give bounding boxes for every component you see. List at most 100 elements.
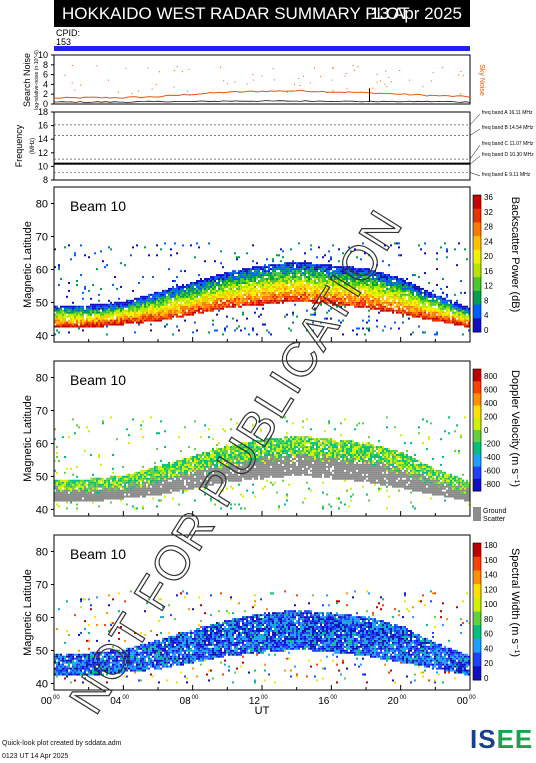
power-colorbar-segment	[473, 195, 481, 210]
noise-ylabel-sub: log-relative-noise (n·10^-6)	[34, 50, 40, 110]
velocity-colorbar-tick: -200	[484, 440, 501, 449]
power-colorbar-label: Backscatter Power (dB)	[509, 197, 521, 313]
power-colorbar-tick: 4	[484, 311, 489, 320]
noise-dot	[345, 73, 347, 75]
noise-dot	[173, 70, 175, 72]
velocity-ytick-label: 50	[36, 471, 48, 483]
velocity-beam-label: Beam 10	[70, 372, 126, 388]
velocity-colorbar-segment	[473, 405, 481, 419]
cpid-bar	[54, 46, 470, 51]
noise-dot	[189, 94, 191, 96]
xtick-label-minutes: 00	[192, 695, 199, 701]
power-ytick-label: 70	[36, 231, 48, 243]
plot-date: 13 Apr 2025	[370, 4, 462, 23]
freq-band-pointer	[469, 144, 481, 160]
noise-dot	[272, 68, 274, 70]
width-ytick-label: 80	[36, 546, 48, 558]
noise-dot	[181, 71, 183, 73]
power-colorbar-segment	[473, 208, 481, 223]
noise-dot	[188, 68, 190, 70]
width-colorbar-tick: 40	[484, 644, 493, 653]
noise-dot	[96, 65, 98, 67]
velocity-ytick-label: 40	[36, 504, 48, 516]
noise-dot	[380, 80, 382, 82]
xtick-label: 16	[318, 696, 330, 707]
velocity-colorbar-tick: -400	[484, 453, 501, 462]
noise-dot	[125, 67, 127, 69]
power-colorbar-tick: 8	[484, 296, 489, 305]
noise-dot	[460, 70, 462, 72]
noise-dot	[246, 83, 248, 85]
noise-dot	[462, 75, 464, 77]
freq-band-label: freq band B 14.54 MHz	[482, 125, 534, 131]
noise-dot	[71, 82, 73, 84]
power-colorbar-segment	[473, 236, 481, 251]
velocity-colorbar-segment	[473, 369, 481, 382]
width-data-cells	[54, 590, 470, 684]
plot-title: HOKKAIDO WEST RADAR SUMMARY PLOT	[62, 4, 410, 23]
noise-dot	[320, 75, 322, 77]
velocity-colorbar-frame	[472, 368, 482, 492]
width-colorbar-tick: 120	[484, 585, 498, 594]
xtick-label-minutes: 00	[469, 695, 476, 701]
noise-dot	[372, 87, 374, 89]
power-ytick-label: 40	[36, 330, 48, 342]
width-colorbar-tick: 100	[484, 600, 498, 609]
isee-logo: ISEE	[470, 724, 534, 754]
noise-dot	[137, 90, 139, 92]
width-colorbar-tick: 180	[484, 541, 498, 550]
velocity-ytick-label: 70	[36, 405, 48, 417]
noise-ytick-label: 8	[43, 60, 48, 70]
velocity-colorbar-tick: 800	[484, 372, 498, 381]
width-colorbar-segment	[473, 584, 481, 599]
xtick-label: 00	[457, 696, 469, 707]
velocity-colorbar-label: Doppler Velocity (m s⁻¹)	[509, 370, 521, 487]
power-colorbar-segment	[473, 249, 481, 264]
noise-dot	[298, 77, 300, 79]
freq-band-pointer	[469, 113, 481, 126]
cpid-value: 153	[56, 37, 72, 47]
noise-dot	[220, 66, 222, 68]
noise-dot	[352, 65, 354, 67]
noise-dot	[273, 79, 275, 81]
width-ytick-label: 40	[36, 678, 48, 690]
freq-band-pointer	[469, 128, 481, 136]
noise-dot	[291, 90, 293, 92]
velocity-colorbar-tick: -800	[484, 480, 501, 489]
velocity-colorbar-segment	[473, 442, 481, 455]
noise-dot	[223, 80, 225, 82]
title-bar: HOKKAIDO WEST RADAR SUMMARY PLOT 13 Apr …	[54, 0, 470, 27]
width-colorbar-segment	[473, 652, 481, 667]
noise-dot	[302, 75, 304, 77]
noise-dot	[314, 67, 316, 69]
width-colorbar-segment	[473, 666, 481, 681]
noise-dot	[422, 86, 424, 88]
noise-ytick-label: 6	[43, 70, 48, 80]
width-ylabel: Magnetic Latitude	[22, 569, 34, 656]
width-colorbar-segment	[473, 611, 481, 626]
noise-dot	[147, 67, 149, 69]
velocity-colorbar-segment	[473, 393, 481, 407]
width-colorbar-tick: 160	[484, 556, 498, 565]
noise-dot	[376, 73, 378, 75]
velocity-ylabel: Magnetic Latitude	[22, 395, 34, 482]
width-ytick-label: 50	[36, 645, 48, 657]
noise-ytick-label: 4	[43, 79, 48, 89]
freq-ytick-label: 18	[38, 107, 48, 117]
xtick-label: 00	[41, 696, 53, 707]
width-colorbar-segment	[473, 638, 481, 654]
freq-ytick-label: 8	[43, 175, 48, 185]
noise-dot	[173, 86, 175, 88]
noise-dot	[234, 81, 236, 83]
width-colorbar-tick: 80	[484, 615, 493, 624]
noise-dot	[331, 79, 333, 81]
freq-ytick-label: 16	[38, 121, 48, 131]
xtick-label-minutes: 00	[330, 695, 337, 701]
power-colorbar-segment	[473, 318, 481, 333]
noise-dot	[72, 65, 74, 67]
power-colorbar-tick: 28	[484, 223, 493, 232]
velocity-colorbar-segment	[473, 381, 481, 394]
noise-dot	[399, 69, 401, 71]
freq-ytick-label: 14	[38, 134, 48, 144]
freq-band-label: freq band C 11.07 MHz	[482, 141, 534, 147]
